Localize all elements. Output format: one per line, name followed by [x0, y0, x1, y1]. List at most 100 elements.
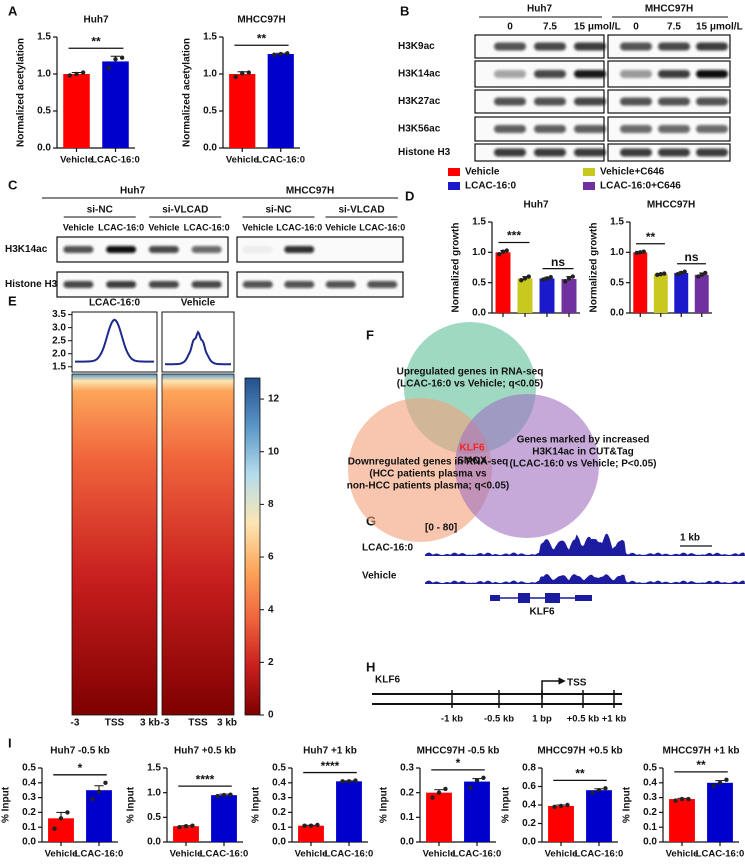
y-axis-label: % Input [622, 786, 633, 823]
y-tick-label: 0.0 [400, 837, 414, 848]
blot-band [191, 246, 222, 253]
blot-band [658, 42, 690, 51]
y-tick-label: 1.5 [610, 217, 624, 228]
x-tick-label: LCAC-16:0 [325, 849, 374, 860]
data-point [90, 796, 95, 802]
significance-label: * [456, 756, 461, 770]
data-point [215, 793, 220, 799]
sirna-label: si-NC [87, 205, 113, 216]
x-tick-label: Vehicle [666, 849, 699, 860]
y-tick-label: 0.2 [522, 818, 536, 829]
data-point [272, 52, 277, 57]
panel-label: B [400, 3, 409, 18]
x-tick-label: LCAC-16:0 [453, 849, 502, 860]
venn-label: Upregulated genes in RNA-seq [397, 367, 544, 378]
y-tick-label: 0.5 [22, 763, 36, 774]
data-point [603, 786, 608, 791]
data-point [80, 70, 86, 75]
significance-label: ** [91, 34, 101, 48]
data-point [119, 55, 125, 60]
x-tick-label: Vehicle [545, 849, 578, 860]
y-tick-label: 0.2 [643, 807, 657, 818]
significance-label: *** [507, 229, 521, 243]
legend-swatch [583, 182, 595, 190]
y-tick-label: 1.5 [203, 32, 217, 43]
blot-band [620, 125, 652, 133]
data-point [544, 276, 550, 281]
y-tick-label: 0.4 [272, 777, 286, 788]
legend-swatch [448, 182, 460, 190]
blot-band [494, 97, 526, 106]
chart-title: Huh7 +1 kb [303, 746, 357, 757]
blot-band [534, 70, 566, 78]
data-point [724, 777, 729, 783]
data-point [240, 71, 245, 76]
y-tick-label: 0.0 [643, 837, 657, 848]
signal-track [425, 574, 745, 584]
blot-band [367, 281, 398, 288]
venn-circle [348, 398, 492, 542]
data-point [526, 274, 531, 279]
data-point [638, 250, 643, 255]
data-point [74, 71, 79, 77]
signal-track [425, 533, 745, 556]
row-label: H3K14ac [398, 69, 441, 80]
position-label: +0.5 kb [567, 714, 600, 725]
data-point [177, 825, 182, 830]
data-point [658, 271, 663, 277]
x-tick-label: Vehicle [60, 155, 93, 166]
significance-label: ** [257, 31, 267, 45]
blot-band [63, 281, 94, 288]
y-tick-label: 0.1 [22, 822, 36, 833]
blot-header: Huh7 [527, 4, 552, 15]
chart-title: Huh7 -0.5 kb [50, 746, 109, 757]
dose-label: 15 μmol/L [574, 22, 621, 33]
y-tick-label: 0.2 [272, 807, 286, 818]
blot-header: Huh7 [120, 186, 145, 197]
y-tick-label: 0.3 [400, 763, 414, 774]
data-point [58, 816, 64, 821]
y-tick-label: 0.2 [22, 807, 36, 818]
y-tick-label: 0.8 [522, 763, 536, 774]
blot-band [148, 281, 179, 288]
data-point [504, 248, 509, 253]
dose-label: 7.5 [543, 22, 557, 33]
y-tick-label: 0.1 [272, 822, 286, 833]
venn-label: H3K14ac in CUT&Tag [532, 447, 634, 458]
colorbar-tick-label: 0 [268, 710, 274, 721]
y-tick-label: 0.5 [203, 106, 217, 117]
y-tick-label: 0.3 [643, 792, 657, 803]
chart-title: MHCC97H +1 kb [663, 746, 740, 757]
y-tick-label: 0.0 [272, 837, 286, 848]
data-point [228, 792, 233, 797]
y-tick-label: 0.5 [272, 763, 286, 774]
venn-label: (LCAC-16:0 vs Vehicle; q<0.05) [397, 379, 543, 390]
position-label: -1 kb [441, 714, 463, 725]
y-tick-label: 0.3 [22, 792, 36, 803]
legend-label: Vehicle+C646 [600, 167, 665, 178]
blot-band [63, 246, 94, 253]
data-point [519, 278, 524, 283]
chart-title: MHCC97H +0.5 kb [537, 746, 622, 757]
significance-label: ns [684, 250, 698, 264]
heatmap-x-label: 3 kb [140, 718, 160, 729]
blot-band [534, 42, 566, 51]
blot-band [696, 97, 728, 106]
row-label: H3K56ac [398, 124, 441, 135]
y-tick-label: 0.6 [522, 781, 536, 792]
y-tick-label: 1.0 [472, 247, 486, 258]
legend-swatch [448, 168, 460, 176]
y-axis-label: % Input [251, 786, 262, 823]
dose-label: 15 μmol/L [696, 22, 743, 33]
venn-label: Genes marked by increased [517, 435, 650, 446]
profile-curve [75, 318, 154, 363]
scale-label: 1 kb [680, 533, 700, 544]
blot-band [148, 246, 179, 253]
heatmap-x-label: 3 kb [217, 718, 237, 729]
data-point [662, 271, 667, 276]
x-tick-label: LCAC-16:0 [200, 849, 249, 860]
venn-label: (HCC patients plasma vs [369, 469, 487, 480]
legend-swatch [583, 168, 595, 176]
lane-label: Vehicle [325, 222, 356, 232]
row-label: H3K14ac [5, 244, 48, 255]
